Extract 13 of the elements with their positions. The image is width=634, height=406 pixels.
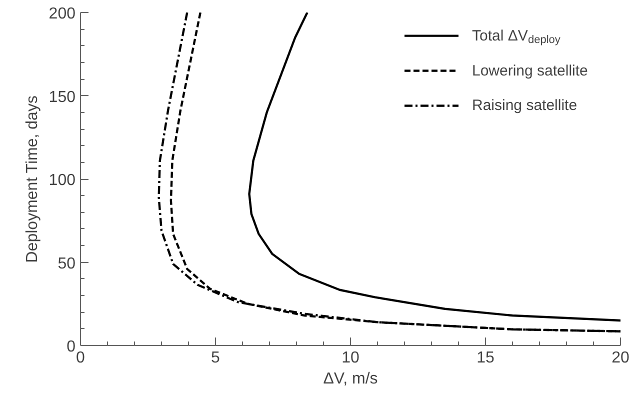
- x-tick-label: 10: [342, 350, 360, 366]
- y-tick-label: 200: [48, 6, 76, 22]
- x-tick-label: 15: [476, 350, 494, 366]
- y-tick-label: 100: [48, 172, 76, 189]
- y-tick-label: 50: [58, 255, 76, 272]
- legend-label: Lowering satellite: [472, 62, 588, 80]
- x-tick-label: 20: [612, 350, 630, 366]
- legend-label: Raising satellite: [472, 97, 578, 114]
- y-tick-label: 0: [66, 338, 76, 356]
- x-axis-title: ΔV, m/s: [323, 370, 378, 388]
- y-axis-title: Deployment Time, days: [24, 96, 41, 263]
- x-tick-label: 5: [211, 350, 220, 366]
- y-tick-label: 150: [48, 88, 76, 106]
